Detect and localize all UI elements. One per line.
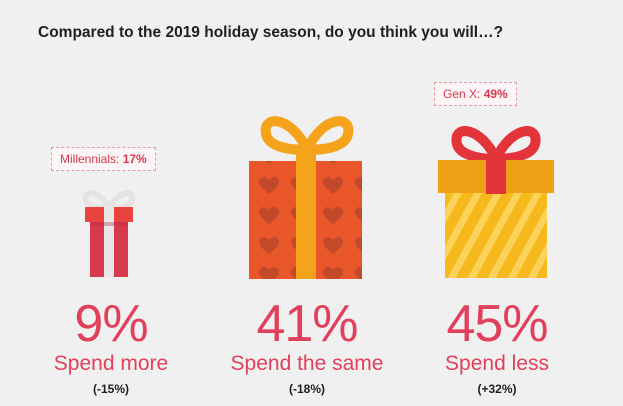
gift-medium-icon [249,116,362,279]
category-label: Spend more [53,352,169,375]
category-spend-same: 41% Spend the same (-18%) [217,298,397,396]
callout-value: 17% [122,152,147,166]
callout-millennials: Millennials: 17% [51,147,156,171]
category-spend-less: 45% Spend less (+32%) [407,298,587,396]
change-label: (-18%) [288,382,325,396]
category-label: Spend the same [230,352,384,375]
gift-large-icon [438,126,554,278]
value-label: 9% [74,295,148,353]
callout-group-label: Gen X: [443,87,481,101]
gift-small-icon [82,190,136,277]
callout-group-label: Millennials: [60,152,120,166]
change-label: (-15%) [92,382,129,396]
chart-title: Compared to the 2019 holiday season, do … [38,24,504,41]
value-label: 45% [446,295,548,353]
change-label: (+32%) [477,382,517,396]
value-label: 41% [256,295,358,353]
callout-value: 49% [483,87,508,101]
callout-gen-x: Gen X: 49% [434,82,517,106]
category-label: Spend less [445,352,549,375]
category-spend-more: 9% Spend more (-15%) [21,298,201,396]
